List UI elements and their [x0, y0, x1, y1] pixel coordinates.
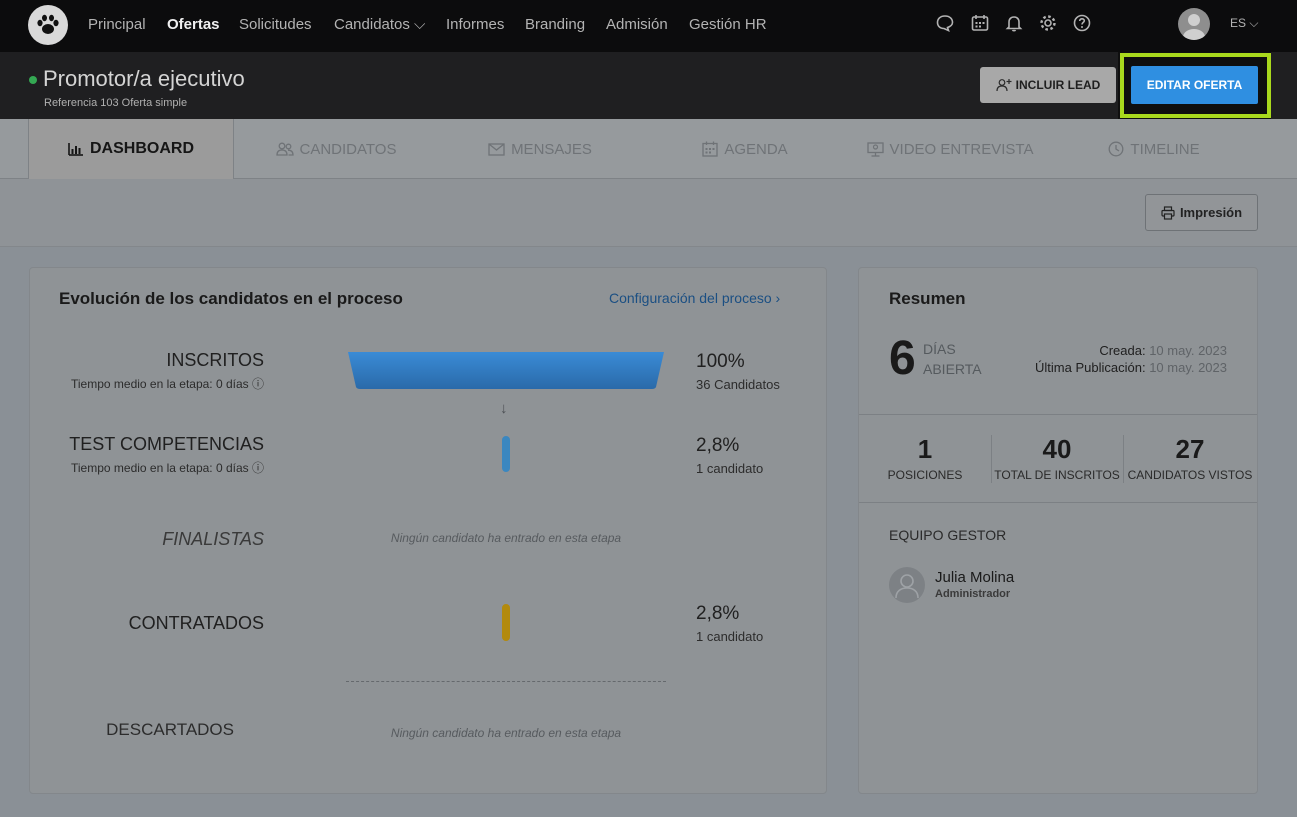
- member-avatar[interactable]: [889, 567, 925, 603]
- calendar-icon[interactable]: [970, 13, 990, 33]
- published-label: Última Publicación:: [1035, 360, 1146, 375]
- job-reference: Referencia 103 Oferta simple: [44, 97, 188, 109]
- tab-video-entrevista[interactable]: VIDEO ENTREVISTA: [848, 119, 1052, 179]
- add-lead-button[interactable]: INCLUIR LEAD: [980, 67, 1116, 103]
- tab-dashboard[interactable]: DASHBOARD: [28, 119, 234, 179]
- stage-descartados-empty: Ningún candidato ha entrado en esta etap…: [390, 726, 622, 740]
- stage-descartados-label: DESCARTADOS: [106, 720, 234, 739]
- tab-video-entrevista-label: VIDEO ENTREVISTA: [889, 140, 1034, 158]
- calendar-icon: [702, 141, 718, 157]
- bell-icon[interactable]: [1004, 13, 1024, 33]
- stat-total-label: TOTAL DE INSCRITOS: [994, 468, 1120, 482]
- status-indicator: [29, 76, 37, 84]
- top-navigation: [0, 0, 1297, 52]
- summary-divider: [859, 502, 1257, 503]
- created-value: 10 may. 2023: [1149, 343, 1227, 358]
- stage-inscritos-count: 36 Candidatos: [696, 377, 780, 392]
- open-label: ABIERTA: [923, 361, 982, 377]
- stage-test-label: TEST COMPETENCIAS: [69, 434, 264, 454]
- stage-finalistas-label: FINALISTAS: [162, 529, 264, 549]
- stage-test-time: Tiempo medio en la etapa: 0 días ⓘ: [71, 461, 264, 475]
- stat-separator: [991, 435, 992, 483]
- funnel-bar-test[interactable]: [502, 436, 510, 472]
- nav-item-informes[interactable]: Informes: [446, 16, 505, 33]
- stat-viewed-label: CANDIDATOS VISTOS: [1127, 468, 1253, 482]
- stage-inscritos-time: Tiempo medio en la etapa: 0 días ⓘ: [71, 377, 264, 391]
- printer-icon: [1161, 205, 1175, 220]
- add-user-icon: [996, 79, 1012, 92]
- stage-contratados-count: 1 candidato: [696, 629, 764, 644]
- funnel-bar-inscritos[interactable]: [346, 351, 666, 390]
- nav-item-admision[interactable]: Admisión: [606, 16, 668, 33]
- created-row: Creada: 10 may. 2023: [1099, 343, 1227, 358]
- nav-item-principal[interactable]: Principal: [88, 16, 146, 33]
- video-icon: [866, 141, 884, 157]
- paw-logo-icon[interactable]: [28, 5, 68, 45]
- nav-item-gestion-hr[interactable]: Gestión HR: [689, 16, 767, 33]
- mail-icon: [488, 142, 505, 156]
- funnel-bar-contratados[interactable]: [502, 604, 510, 641]
- print-button[interactable]: Impresión: [1145, 194, 1258, 231]
- tab-candidatos[interactable]: CANDIDATOS: [234, 119, 438, 179]
- summary-divider: [859, 414, 1257, 415]
- clock-icon: [1108, 141, 1124, 157]
- tab-agenda[interactable]: AGENDA: [642, 119, 848, 179]
- divider: [346, 681, 666, 682]
- stage-contratados-label: CONTRATADOS: [128, 613, 264, 633]
- days-open-value: 6: [889, 332, 916, 385]
- user-icon: [895, 574, 919, 599]
- add-lead-label: INCLUIR LEAD: [1015, 78, 1101, 92]
- stage-inscritos-percent: 100%: [696, 351, 745, 372]
- stat-total-value: 40: [1042, 434, 1072, 464]
- tab-dashboard-label: DASHBOARD: [90, 140, 194, 157]
- users-icon: [275, 142, 294, 156]
- tab-timeline[interactable]: TIMELINE: [1052, 119, 1256, 179]
- stat-positions-label: POSICIONES: [887, 468, 963, 482]
- stage-test-count: 1 candidato: [696, 461, 764, 476]
- member-role: Administrador: [935, 588, 1011, 600]
- nav-item-branding[interactable]: Branding: [525, 16, 586, 33]
- team-title: EQUIPO GESTOR: [889, 527, 1007, 543]
- stage-contratados-percent: 2,8%: [696, 603, 740, 624]
- stat-positions-value: 1: [917, 434, 933, 464]
- language-selector[interactable]: ES ⌵: [1230, 16, 1259, 30]
- edit-offer-button[interactable]: EDITAR OFERTA: [1131, 66, 1258, 104]
- bar-chart-icon: [68, 143, 83, 156]
- gear-icon[interactable]: [1038, 13, 1058, 33]
- stat-separator: [1123, 435, 1124, 483]
- summary-card: [858, 267, 1258, 794]
- tab-timeline-label: TIMELINE: [1130, 140, 1200, 158]
- user-icon: [1183, 14, 1205, 40]
- nav-item-candidatos[interactable]: Candidatos ⌵: [334, 16, 426, 33]
- toolbar: [0, 179, 1297, 247]
- tab-mensajes[interactable]: MENSAJES: [438, 119, 642, 179]
- stage-test-percent: 2,8%: [696, 435, 740, 456]
- created-label: Creada:: [1099, 343, 1146, 358]
- summary-title: Resumen: [889, 289, 966, 308]
- print-label: Impresión: [1179, 205, 1243, 220]
- user-avatar[interactable]: [1178, 8, 1210, 40]
- job-title: Promotor/a ejecutivo: [43, 66, 245, 91]
- member-name: Julia Molina: [935, 569, 1015, 586]
- nav-item-solicitudes[interactable]: Solicitudes: [239, 16, 312, 33]
- stage-finalistas-empty: Ningún candidato ha entrado en esta etap…: [390, 531, 622, 545]
- days-label: DÍAS: [923, 341, 956, 357]
- edit-button-highlight: [1120, 53, 1271, 118]
- help-icon[interactable]: [1072, 13, 1092, 33]
- tab-agenda-label: AGENDA: [724, 140, 788, 158]
- edit-offer-label: EDITAR OFERTA: [1146, 78, 1243, 92]
- stage-inscritos-label: INSCRITOS: [166, 350, 264, 370]
- published-row: Última Publicación: 10 may. 2023: [1035, 360, 1227, 375]
- chat-icon[interactable]: [935, 13, 955, 33]
- arrow-down-icon: ↓: [500, 400, 508, 417]
- tab-candidatos-label: CANDIDATOS: [299, 140, 397, 158]
- process-config-link[interactable]: Configuración del proceso ›: [609, 290, 781, 306]
- published-value: 10 may. 2023: [1149, 360, 1227, 375]
- tab-mensajes-label: MENSAJES: [511, 140, 592, 158]
- funnel-title: Evolución de los candidatos en el proces…: [59, 289, 403, 308]
- nav-item-ofertas[interactable]: Ofertas: [167, 16, 220, 33]
- stat-viewed-value: 27: [1175, 434, 1205, 464]
